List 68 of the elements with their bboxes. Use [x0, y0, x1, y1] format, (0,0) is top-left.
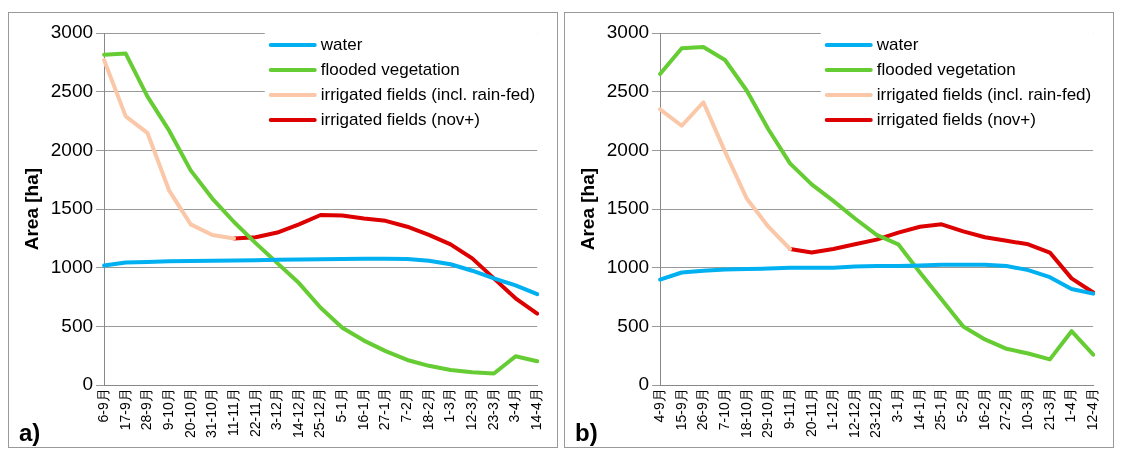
x-tick-label: 25-1月: [932, 388, 949, 431]
y-tick-label: 2000: [50, 138, 94, 160]
y-tick-label: 3000: [606, 21, 650, 43]
x-tick-label: 15-9月: [672, 388, 689, 431]
x-tick-label: 11-11月: [224, 388, 241, 436]
y-tick-label: 2000: [606, 138, 650, 160]
x-tick-label: 27-2月: [997, 388, 1014, 431]
x-tick-label: 10-3月: [1019, 388, 1036, 431]
y-tick-label: 2500: [50, 79, 94, 101]
x-tick-label: 14-1月: [910, 388, 927, 431]
legend-label: irrigated fields (nov+): [876, 109, 1036, 129]
legend-label: water: [875, 34, 919, 54]
y-tick-label: 1500: [606, 197, 650, 219]
x-tick-label: 7-10月: [715, 388, 732, 431]
legend-label: irrigated fields (incl. rain-fed): [320, 84, 536, 104]
x-tick-label: 3-4月: [506, 388, 523, 423]
x-tick-label: 26-9月: [694, 388, 711, 431]
legend-label: flooded vegetation: [876, 59, 1016, 79]
x-tick-label: 27-1月: [376, 388, 393, 431]
x-tick-label: 23-12月: [867, 388, 884, 439]
x-tick-label: 28-9月: [138, 388, 155, 431]
y-tick-label: 1000: [50, 256, 94, 278]
y-tick-label: 0: [638, 373, 650, 395]
x-tick-label: 25-12月: [311, 388, 328, 439]
x-tick-label: 5-2月: [954, 388, 971, 423]
x-tick-label: 9-10月: [159, 388, 176, 431]
y-tick-label: 1000: [606, 256, 650, 278]
x-tick-label: 4-9月: [650, 388, 667, 423]
text: b): [575, 419, 598, 447]
x-tick-label: 1-3月: [441, 388, 458, 423]
x-tick-label: 16-2月: [975, 388, 992, 431]
text: a): [19, 419, 41, 447]
x-tick-label: 6-9月: [94, 388, 111, 423]
x-tick-label: 20-11月: [802, 388, 819, 437]
x-tick-label: 31-10月: [203, 388, 220, 439]
x-tick-label: 21-3月: [1040, 388, 1057, 431]
x-tick-label: 14-4月: [528, 388, 545, 431]
x-tick-label: 9-11月: [780, 388, 797, 430]
y-tick-label: 500: [617, 314, 650, 336]
x-tick-label: 7-2月: [398, 388, 415, 423]
y-tick-label: 2500: [606, 79, 650, 101]
x-tick-label: 18-10月: [737, 388, 754, 439]
x-tick-label: 17-9月: [116, 388, 133, 431]
x-tick-label: 1-4月: [1062, 388, 1079, 423]
y-tick-label: 500: [61, 314, 94, 336]
x-tick-label: 12-4月: [1084, 388, 1101, 431]
x-tick-label: 14-12月: [289, 388, 306, 439]
x-tick-label: 22-11月: [246, 388, 263, 437]
x-tick-label: 20-10月: [181, 388, 198, 439]
y-axis-title: Area [ha]: [20, 167, 42, 251]
x-tick-label: 18-2月: [419, 388, 436, 431]
legend-label: flooded vegetation: [320, 59, 460, 79]
x-tick-label: 12-12月: [845, 388, 862, 439]
legend-label: water: [319, 34, 363, 54]
x-tick-label: 29-10月: [759, 388, 776, 439]
x-tick-label: 1-12月: [824, 388, 841, 431]
x-tick-label: 5-1月: [333, 388, 350, 423]
x-tick-label: 12-3月: [463, 388, 480, 431]
x-tick-label: 3-1月: [889, 388, 906, 423]
y-tick-label: 1500: [50, 197, 94, 219]
legend-label: irrigated fields (incl. rain-fed): [876, 84, 1092, 104]
x-tick-label: 23-3月: [484, 388, 501, 431]
y-tick-label: 0: [82, 373, 94, 395]
x-tick-label: 3-12月: [268, 388, 285, 431]
y-axis-title: Area [ha]: [576, 167, 598, 251]
legend-label: irrigated fields (nov+): [320, 109, 480, 129]
y-tick-label: 3000: [50, 21, 94, 43]
x-tick-label: 16-1月: [354, 388, 371, 431]
